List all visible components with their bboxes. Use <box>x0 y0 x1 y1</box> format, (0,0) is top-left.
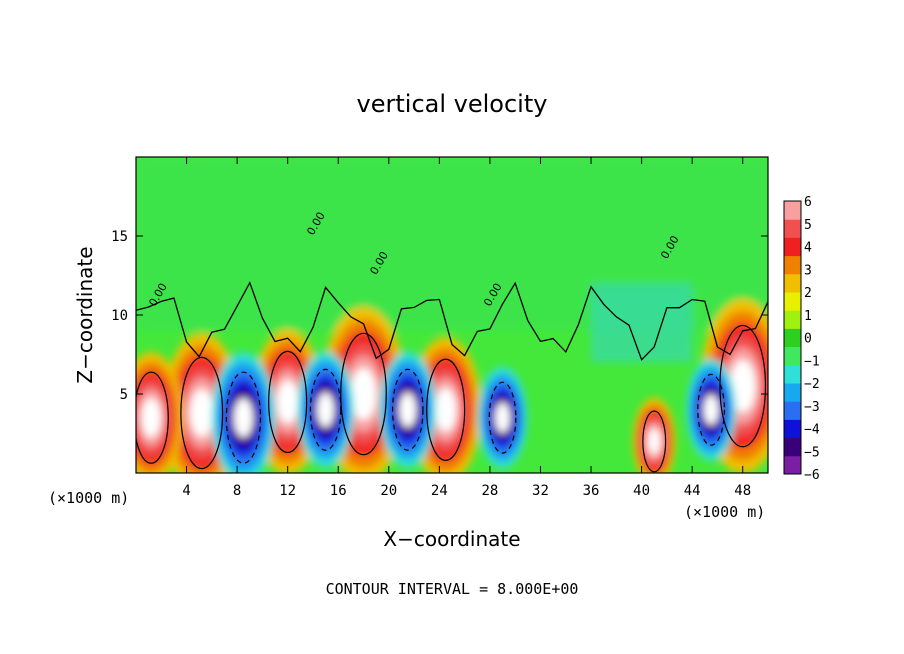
x-axis-unit-right: (×1000 m) <box>684 503 765 521</box>
colorbar-label: 6 <box>804 195 812 210</box>
colorbar-swatch <box>784 455 801 475</box>
x-axis-label: X−coordinate <box>383 527 520 551</box>
x-tick-label: 16 <box>330 483 347 499</box>
colorbar-label: 5 <box>804 218 812 233</box>
contour-line-4 <box>426 358 466 461</box>
colorbar-label: −6 <box>804 468 820 483</box>
contour-interval-note: CONTOUR INTERVAL = 8.000E+00 <box>326 580 579 598</box>
contour-line-6 <box>642 410 667 473</box>
x-tick-label: 40 <box>633 483 650 499</box>
colorbar-label: 1 <box>804 309 812 324</box>
x-tick-label: 4 <box>182 483 190 499</box>
colorbar-label: 3 <box>804 263 812 278</box>
y-tick-label: 15 <box>111 229 128 245</box>
x-tick-label: 24 <box>431 483 448 499</box>
contour-line-1 <box>136 371 169 464</box>
colorbar-label: 2 <box>804 286 812 301</box>
weak-downdraft-band <box>591 283 693 363</box>
y-tick-label: 10 <box>111 308 128 324</box>
plot-area: 0.000.000.000.000.00 4 8 12 16 20 24 28 32 36 40 4… <box>111 156 769 499</box>
contour-line-10 <box>488 381 517 454</box>
y-axis-label: Z−coordinate <box>73 246 97 383</box>
colorbar-label: 4 <box>804 241 812 256</box>
colorbar-swatch <box>784 364 801 384</box>
colorbar-label: −1 <box>804 354 820 369</box>
colorbar-swatch <box>784 383 801 402</box>
colorbar-label: −2 <box>804 377 820 392</box>
contour-line-0 <box>180 356 224 470</box>
updraft-cell-1 <box>136 352 184 473</box>
colorbar-frame <box>783 200 802 475</box>
x-axis-unit-left: (×1000 m) <box>48 489 129 507</box>
x-tick-label: 20 <box>380 483 397 499</box>
contour-line-7 <box>225 371 262 464</box>
colorbar-swatch <box>784 292 801 311</box>
updraft-cell-6 <box>633 397 676 473</box>
colorbar-swatch <box>784 328 801 348</box>
colorbar-label: −4 <box>804 423 820 438</box>
zero-contour <box>136 281 768 361</box>
contour-line-11 <box>697 373 725 446</box>
colorbar-swatch <box>784 201 801 220</box>
colorbar-swatch <box>784 437 801 457</box>
contour-line-8 <box>309 368 342 451</box>
colorbar-label: −5 <box>804 445 820 460</box>
x-tick-label: 28 <box>481 483 498 499</box>
x-tick-label: 44 <box>684 483 701 499</box>
colorbar-swatch <box>784 255 801 275</box>
x-tick-label: 48 <box>734 483 751 499</box>
colorbar-swatch <box>784 346 801 366</box>
y-tick-label: 5 <box>120 387 128 403</box>
x-tick-label: 36 <box>583 483 600 499</box>
colorbar-swatch <box>784 219 801 238</box>
contour-line-2 <box>268 350 308 454</box>
colorbar-label: −3 <box>804 400 820 415</box>
colorbar-swatch <box>784 273 801 293</box>
x-tick-label: 8 <box>233 483 241 499</box>
chart-title: vertical velocity <box>357 90 548 118</box>
colorbar-swatch <box>784 310 801 329</box>
x-tick-label: 32 <box>532 483 549 499</box>
colorbar-swatch <box>784 401 801 420</box>
x-tick-label: 12 <box>279 483 296 499</box>
downdraft-cell-9 <box>379 351 437 468</box>
colorbar-swatch <box>784 237 801 257</box>
contour-line-9 <box>391 368 424 451</box>
contour-line-5 <box>719 324 767 448</box>
colorbar-label: 0 <box>804 332 812 347</box>
colorbar: 6 5 4 3 2 1 0 −1 −2 −3 −4 −5 −6 <box>783 195 820 483</box>
colorbar-swatch <box>784 419 801 439</box>
contour-line-3 <box>340 332 387 456</box>
